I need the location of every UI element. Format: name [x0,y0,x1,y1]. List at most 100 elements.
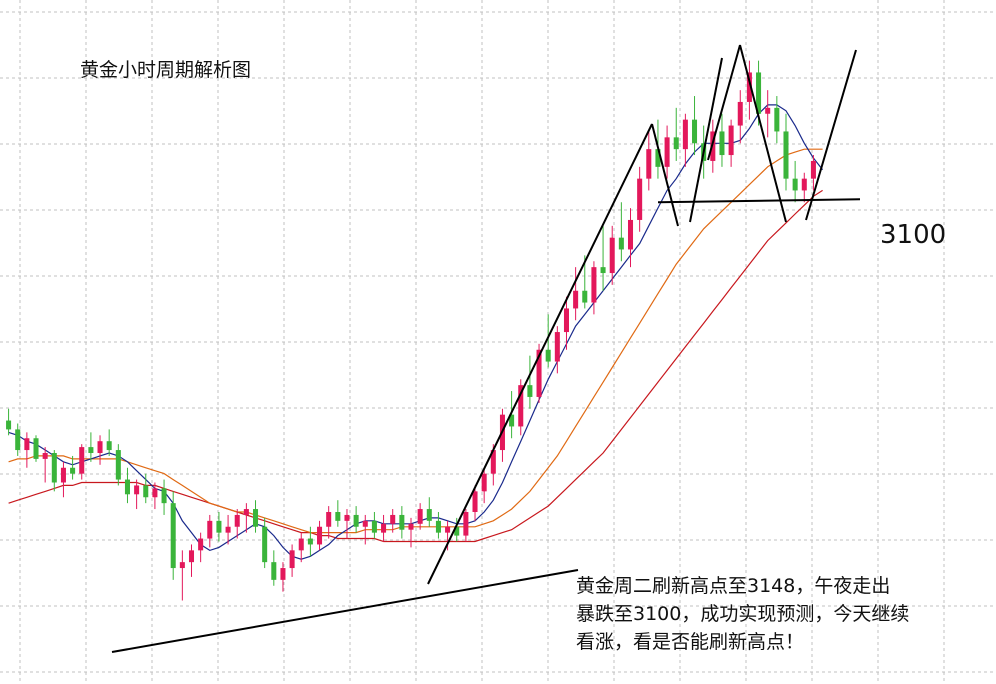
candle [563,296,569,350]
candle-body [573,290,579,309]
level-3100-line [657,198,861,204]
candle-body [609,237,615,274]
candle [682,113,688,167]
candle [317,520,323,551]
candle [627,208,634,268]
candle [746,60,752,120]
candle [179,550,185,601]
candle-body [563,308,569,333]
candle-body [344,514,350,521]
support-trendline [111,569,579,653]
candle [88,432,94,462]
candle [646,131,652,191]
candle [417,503,423,530]
moving-averages [8,104,824,560]
candle-body [673,137,679,150]
candle-body [88,447,94,453]
candle-body [262,526,268,563]
candle-body [298,538,304,551]
forecast-trendline [805,49,857,221]
candle-body [161,488,167,504]
candle [783,113,789,191]
candle [472,485,478,521]
candle [737,90,743,144]
candle [545,314,551,368]
candle [801,172,807,203]
candle-body [51,453,57,483]
candle [253,500,259,533]
candle-body [509,414,515,427]
candle-body [124,479,130,495]
annotation-line: 暴跌至3100，成功实现预测，今天继续 [576,603,910,625]
candle [262,517,268,569]
candle [810,155,816,191]
candle-body [600,267,606,274]
candle [609,225,615,285]
candle-body [591,267,597,303]
ma-mid-line [8,148,823,534]
candle [271,550,277,586]
drop-trendline [739,44,787,223]
candle [24,432,30,468]
ma-slow-line [8,189,823,543]
ma-fast-line [8,104,824,560]
candle-body [33,438,39,459]
candle [774,96,780,144]
rally-trendline [427,123,653,585]
candle [362,514,368,545]
candle-body [371,520,377,533]
candle-body [582,290,588,303]
candle-body [664,137,670,167]
candle-body [243,509,249,515]
candle [42,447,48,483]
candle-body [79,447,85,474]
candle [106,429,112,456]
candle-body [463,512,469,536]
candle [79,444,85,480]
candle-body [518,385,524,427]
support-level-label: 3100 [880,220,947,250]
candle [152,482,158,510]
candle [170,491,176,580]
candle [97,435,103,465]
candle-body [170,503,176,569]
candle [728,119,734,167]
candle [435,512,441,539]
candle [573,267,579,321]
candle [280,562,286,592]
chart-title: 黄金小时周期解析图 [80,59,252,81]
candle-body [728,125,734,156]
candle [6,408,12,436]
candle-body [188,550,195,563]
candle-body [60,467,66,483]
candle [792,160,798,203]
candle [527,355,533,409]
candle-body [381,523,387,533]
candle [70,455,76,480]
candle-body [335,512,341,521]
candle-body [765,107,771,114]
candle-body [15,429,21,451]
candle-body [536,349,542,397]
candle-body [426,509,432,521]
candle [143,473,149,504]
candle-body [198,538,204,551]
candle [243,503,249,533]
candle-body [445,526,451,533]
candle-body [719,131,725,156]
candle-body [810,160,816,179]
wave-up-trendline [689,57,723,223]
candle [326,506,332,539]
candle-body [216,520,222,533]
candlesticks [6,60,816,601]
candle-body [435,520,441,533]
candle [692,96,698,156]
candle-body [399,514,405,530]
candle-body [225,526,231,533]
candle-body [97,441,103,453]
candle [454,517,460,542]
analysis-annotation: 黄金周二刷新高点至3148，午夜走出 暴跌至3100，成功实现预测，今天继续 看… [576,572,986,656]
candle [481,467,487,504]
